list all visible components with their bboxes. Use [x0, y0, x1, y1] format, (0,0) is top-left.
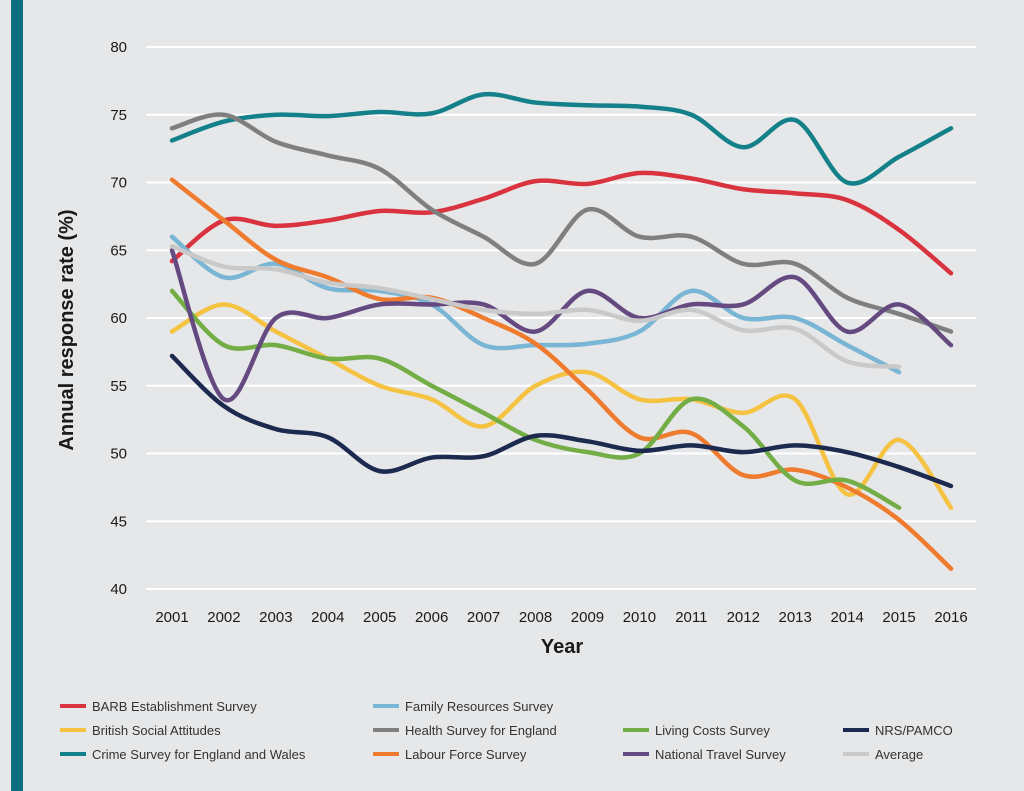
legend-item-nrs-pamco: NRS/PAMCO [843, 720, 953, 740]
x-tick-label: 2013 [779, 609, 812, 626]
y-tick-label: 65 [110, 242, 127, 259]
y-axis-ticks: 40 45 50 55 60 65 70 75 80 [110, 39, 127, 598]
y-tick-label: 40 [110, 581, 127, 598]
y-axis-title: Annual response rate (%) [56, 209, 78, 450]
x-tick-label: 2008 [519, 609, 552, 626]
legend-label: Health Survey for England [405, 722, 557, 738]
legend-item-labour-force-survey: Labour Force Survey [373, 744, 526, 764]
legend-swatch [843, 728, 869, 732]
legend-label: British Social Attitudes [92, 722, 221, 738]
accent-bar [11, 0, 23, 791]
x-axis-title: Year [541, 636, 583, 658]
y-tick-label: 75 [110, 107, 127, 124]
y-tick-label: 45 [110, 513, 127, 530]
legend-item-health-survey-for-england: Health Survey for England [373, 720, 557, 740]
x-tick-label: 2016 [934, 609, 967, 626]
legend-label: BARB Establishment Survey [92, 698, 257, 714]
legend-label: Living Costs Survey [655, 722, 770, 738]
legend-swatch [373, 728, 399, 732]
legend-label: National Travel Survey [655, 746, 786, 762]
x-tick-label: 2012 [727, 609, 760, 626]
y-tick-label: 80 [110, 39, 127, 56]
legend-label: NRS/PAMCO [875, 722, 953, 738]
series-line-crime-survey-for-england-and-wales [169, 91, 954, 186]
legend-swatch [373, 752, 399, 756]
legend-swatch [373, 704, 399, 708]
legend-swatch [60, 704, 86, 708]
y-tick-label: 50 [110, 446, 127, 463]
legend-label: Average [875, 746, 924, 762]
series-line-family-resources-survey [169, 234, 902, 375]
legend-label: Crime Survey for England and Wales [92, 746, 306, 762]
series-line-national-travel-survey [169, 248, 954, 403]
legend-swatch [60, 728, 86, 732]
series-line-barb-establishment-survey [169, 170, 954, 276]
legend-swatch [843, 752, 869, 756]
series-lines [169, 91, 954, 571]
x-tick-label: 2005 [363, 609, 396, 626]
x-tick-label: 2002 [207, 609, 240, 626]
chart-panel [23, 0, 1013, 786]
x-tick-label: 2014 [830, 609, 863, 626]
series-line-labour-force-survey [169, 177, 954, 571]
legend-label: Family Resources Survey [405, 698, 554, 714]
x-tick-label: 2015 [882, 609, 915, 626]
legend-swatch [60, 752, 86, 756]
legend-swatch [623, 728, 649, 732]
x-tick-label: 2010 [623, 609, 656, 626]
x-tick-label: 2007 [467, 609, 500, 626]
legend-item-family-resources-survey: Family Resources Survey [373, 696, 553, 716]
legend-item-crime-survey-for-england-and-wales: Crime Survey for England and Wales [60, 744, 305, 764]
gridlines [146, 46, 976, 590]
legend-item-barb-establishment-survey: BARB Establishment Survey [60, 696, 257, 716]
legend-swatch [623, 752, 649, 756]
x-tick-label: 2006 [415, 609, 448, 626]
x-tick-label: 2003 [259, 609, 292, 626]
x-tick-label: 2009 [571, 609, 604, 626]
series-line-health-survey-for-england [169, 112, 954, 334]
x-tick-label: 2001 [155, 609, 188, 626]
legend-item-national-travel-survey: National Travel Survey [623, 744, 786, 764]
x-axis-ticks: 2001 2002 2003 2004 2005 2006 2007 2008 2009 2010… [155, 609, 967, 626]
legend-item-living-costs-survey: Living Costs Survey [623, 720, 770, 740]
chart-legend: BARB Establishment Survey British Social … [60, 692, 1000, 772]
legend-item-british-social-attitudes: British Social Attitudes [60, 720, 221, 740]
x-tick-label: 2011 [675, 609, 707, 626]
x-tick-label: 2004 [311, 609, 344, 626]
y-tick-label: 60 [110, 310, 127, 327]
legend-item-average: Average [843, 744, 923, 764]
legend-label: Labour Force Survey [405, 746, 527, 762]
y-tick-label: 70 [110, 175, 127, 192]
y-tick-label: 55 [110, 378, 127, 395]
series-line-nrs-pamco [169, 353, 954, 489]
series-line-living-costs-survey [169, 288, 902, 510]
series-line-average [169, 243, 902, 370]
series-line-british-social-attitudes [169, 302, 954, 510]
